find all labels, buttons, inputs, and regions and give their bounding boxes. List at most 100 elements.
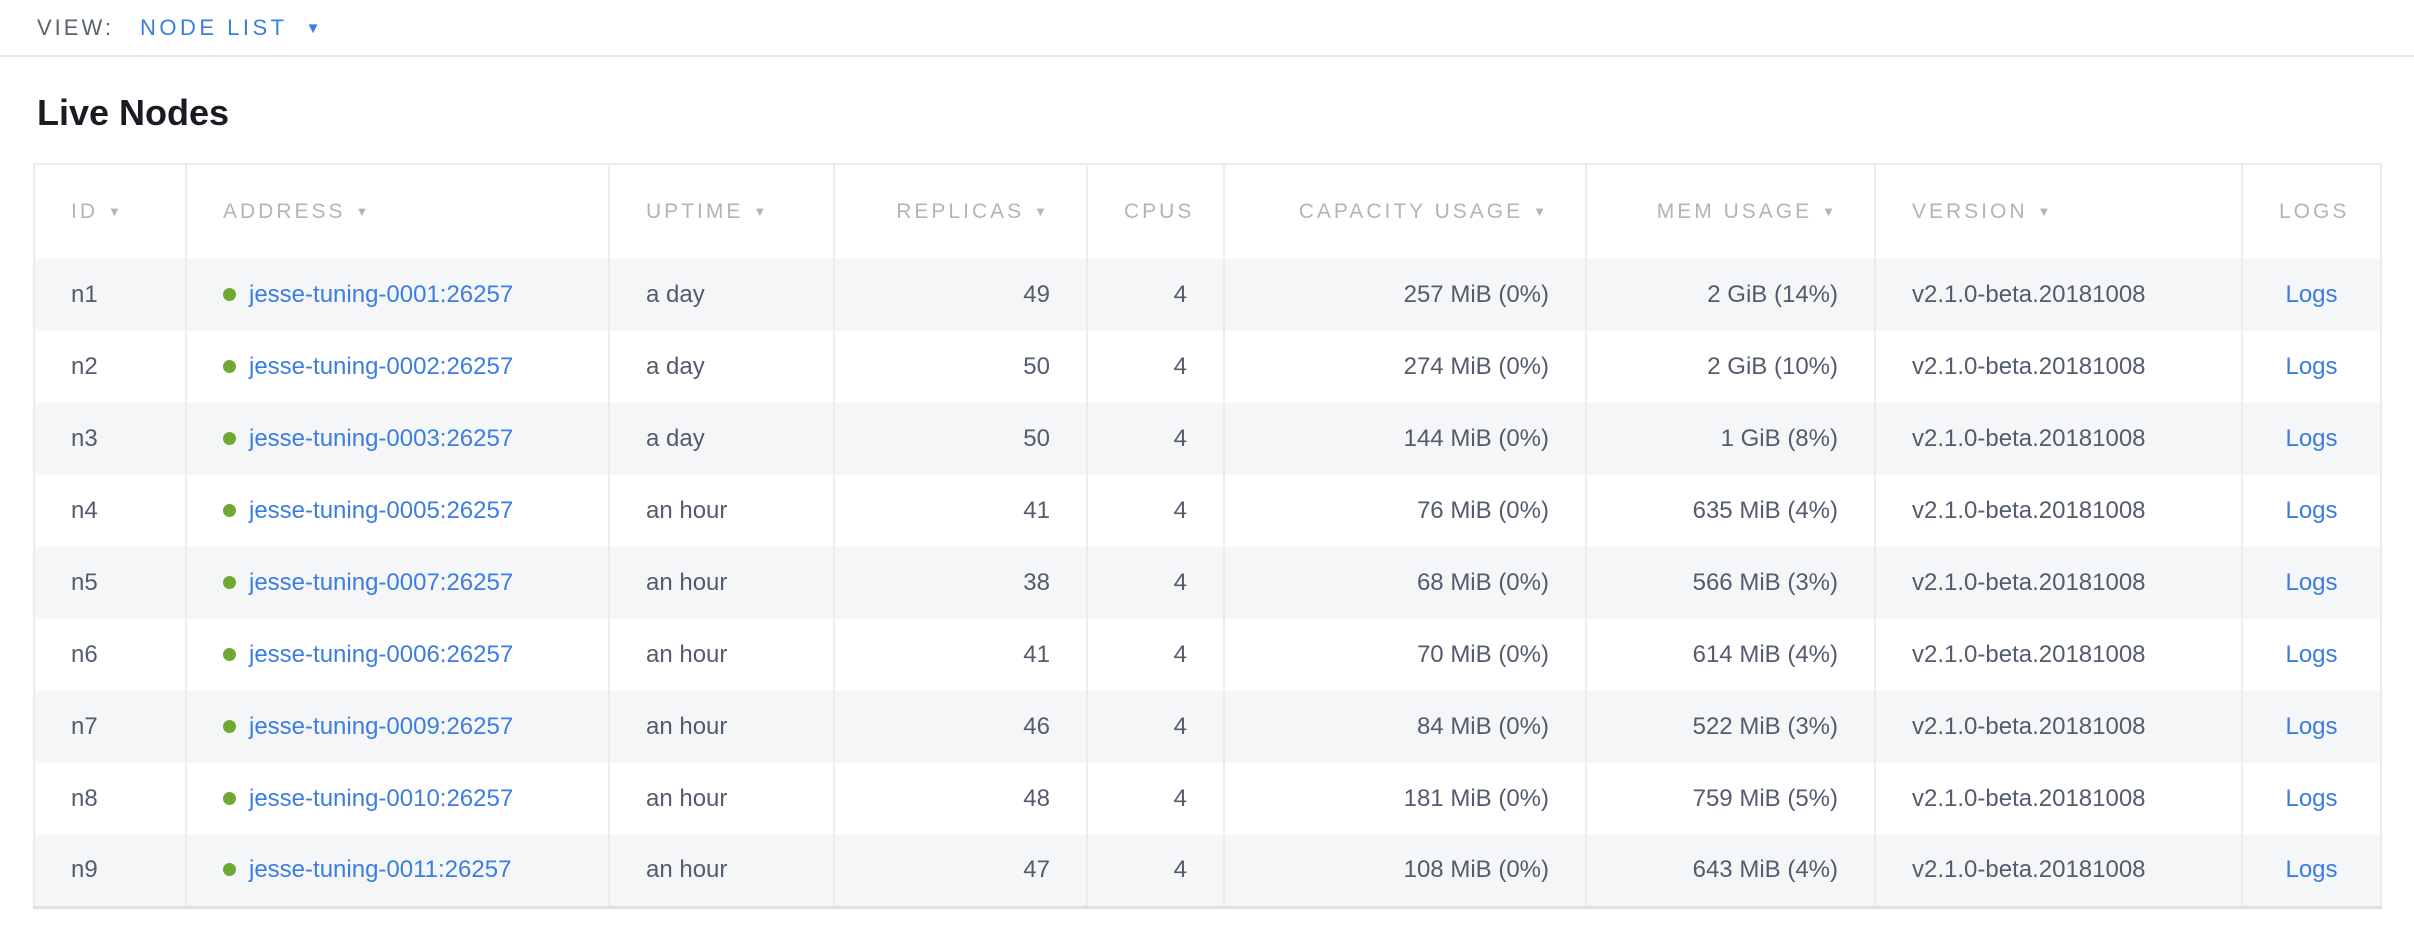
column-header-version[interactable]: VERSION ▼	[1875, 164, 2243, 259]
cell-address: jesse-tuning-0003:26257	[186, 403, 610, 475]
cell-replicas: 48	[834, 763, 1088, 835]
node-address-link[interactable]: jesse-tuning-0002:26257	[249, 353, 514, 380]
column-header-uptime[interactable]: UPTIME ▼	[609, 164, 835, 259]
column-header-address[interactable]: ADDRESS ▼	[186, 164, 610, 259]
column-header-replicas[interactable]: REPLICAS ▼	[834, 164, 1088, 259]
node-row: n2 jesse-tuning-0002:26257 a day 50 4 274 MiB…	[34, 331, 2381, 403]
cell-capacity: 68 MiB (0%)	[1224, 547, 1587, 619]
view-selector-dropdown[interactable]: NODE LIST ▼	[140, 15, 321, 41]
node-address-link[interactable]: jesse-tuning-0006:26257	[249, 641, 514, 668]
cell-capacity: 144 MiB (0%)	[1224, 403, 1587, 475]
cell-replicas: 38	[834, 547, 1088, 619]
cell-id: n8	[34, 763, 187, 835]
node-row: n6 jesse-tuning-0006:26257 an hour 41 4 70 Mi…	[34, 619, 2381, 691]
logs-link[interactable]: Logs	[2285, 569, 2338, 596]
logs-link[interactable]: Logs	[2285, 641, 2338, 668]
cell-address: jesse-tuning-0010:26257	[186, 763, 610, 835]
cell-version: v2.1.0-beta.20181008	[1875, 403, 2243, 475]
cell-cpus: 4	[1087, 331, 1225, 403]
cell-cpus: 4	[1087, 475, 1225, 547]
cell-cpus: 4	[1087, 619, 1225, 691]
cell-logs: Logs	[2242, 403, 2381, 475]
cell-capacity: 274 MiB (0%)	[1224, 331, 1587, 403]
logs-link[interactable]: Logs	[2285, 785, 2338, 812]
nodes-table-header: ID ▼ ADDRESS ▼ UPTIME ▼ REPLICAS ▼ CPUS CAPACITY …	[34, 164, 2381, 259]
node-live-status-dot	[223, 504, 236, 518]
column-header-capacity[interactable]: CAPACITY USAGE ▼	[1224, 164, 1587, 259]
node-address-link[interactable]: jesse-tuning-0001:26257	[249, 281, 514, 308]
cell-mem: 614 MiB (4%)	[1586, 619, 1876, 691]
cell-address: jesse-tuning-0009:26257	[186, 691, 610, 763]
node-live-status-dot	[223, 792, 236, 806]
cell-uptime: a day	[609, 403, 835, 475]
view-selector-bar: VIEW: NODE LIST ▼	[0, 0, 2414, 57]
logs-link[interactable]: Logs	[2285, 497, 2338, 524]
cell-cpus: 4	[1087, 835, 1225, 907]
column-header-label: ID	[71, 200, 98, 223]
node-live-status-dot	[223, 360, 236, 374]
cell-uptime: an hour	[609, 763, 835, 835]
cell-id: n7	[34, 691, 187, 763]
column-header-cpus: CPUS	[1087, 164, 1225, 259]
sort-caret-icon: ▼	[1822, 204, 1838, 219]
cell-capacity: 84 MiB (0%)	[1224, 691, 1587, 763]
cell-mem: 643 MiB (4%)	[1586, 835, 1876, 907]
logs-link[interactable]: Logs	[2285, 281, 2338, 308]
column-header-label: REPLICAS	[896, 200, 1025, 223]
node-live-status-dot	[223, 648, 236, 662]
node-address-link[interactable]: jesse-tuning-0007:26257	[249, 569, 514, 596]
cell-mem: 2 GiB (14%)	[1586, 259, 1876, 331]
cell-logs: Logs	[2242, 547, 2381, 619]
cell-cpus: 4	[1087, 691, 1225, 763]
cell-id: n5	[34, 547, 187, 619]
logs-link[interactable]: Logs	[2285, 425, 2338, 452]
cell-id: n3	[34, 403, 187, 475]
cell-uptime: an hour	[609, 619, 835, 691]
header-row: ID ▼ ADDRESS ▼ UPTIME ▼ REPLICAS ▼ CPUS CAPACITY …	[34, 164, 2381, 259]
cell-id: n9	[34, 835, 187, 907]
cell-uptime: an hour	[609, 691, 835, 763]
cell-version: v2.1.0-beta.20181008	[1875, 475, 2243, 547]
column-header-label: CAPACITY USAGE	[1298, 200, 1524, 223]
page-title: Live Nodes	[37, 92, 230, 133]
cell-address: jesse-tuning-0007:26257	[186, 547, 610, 619]
logs-link[interactable]: Logs	[2285, 353, 2338, 380]
node-row: n7 jesse-tuning-0009:26257 an hour 46 4 84 Mi…	[34, 691, 2381, 763]
column-header-label: ADDRESS	[223, 200, 346, 223]
cell-version: v2.1.0-beta.20181008	[1875, 547, 2243, 619]
cell-capacity: 181 MiB (0%)	[1224, 763, 1587, 835]
node-live-status-dot	[223, 432, 236, 446]
cell-version: v2.1.0-beta.20181008	[1875, 619, 2243, 691]
sort-caret-icon: ▼	[1034, 204, 1050, 219]
cell-id: n2	[34, 331, 187, 403]
logs-link[interactable]: Logs	[2285, 856, 2338, 884]
view-label: VIEW:	[37, 14, 114, 40]
sort-caret-icon: ▼	[753, 204, 770, 219]
node-row: n8 jesse-tuning-0010:26257 an hour 48 4 181 M…	[34, 763, 2381, 835]
logs-link[interactable]: Logs	[2285, 713, 2338, 740]
column-header-id[interactable]: ID ▼	[34, 164, 187, 259]
node-live-status-dot	[223, 720, 236, 734]
node-address-link[interactable]: jesse-tuning-0011:26257	[249, 856, 512, 884]
cell-logs: Logs	[2242, 619, 2381, 691]
node-address-link[interactable]: jesse-tuning-0009:26257	[249, 713, 514, 740]
cell-address: jesse-tuning-0005:26257	[186, 475, 610, 547]
chevron-down-icon: ▼	[305, 20, 321, 37]
cell-capacity: 70 MiB (0%)	[1224, 619, 1587, 691]
cell-replicas: 46	[834, 691, 1088, 763]
cell-mem: 1 GiB (8%)	[1586, 403, 1876, 475]
cell-version: v2.1.0-beta.20181008	[1875, 763, 2243, 835]
node-row: n5 jesse-tuning-0007:26257 an hour 38 4 68 Mi…	[34, 547, 2381, 619]
column-header-mem[interactable]: MEM USAGE ▼	[1586, 164, 1876, 259]
node-row: n9 jesse-tuning-0011:26257 an hour 47 4 108 M…	[34, 835, 2381, 907]
node-address-link[interactable]: jesse-tuning-0003:26257	[249, 425, 514, 452]
cell-mem: 566 MiB (3%)	[1586, 547, 1876, 619]
cell-mem: 2 GiB (10%)	[1586, 331, 1876, 403]
node-address-link[interactable]: jesse-tuning-0005:26257	[249, 497, 514, 524]
node-address-link[interactable]: jesse-tuning-0010:26257	[249, 785, 514, 812]
cell-address: jesse-tuning-0006:26257	[186, 619, 610, 691]
cell-capacity: 76 MiB (0%)	[1224, 475, 1587, 547]
cell-uptime: a day	[609, 331, 835, 403]
cell-logs: Logs	[2242, 763, 2381, 835]
node-row: n3 jesse-tuning-0003:26257 a day 50 4 144 MiB…	[34, 403, 2381, 475]
